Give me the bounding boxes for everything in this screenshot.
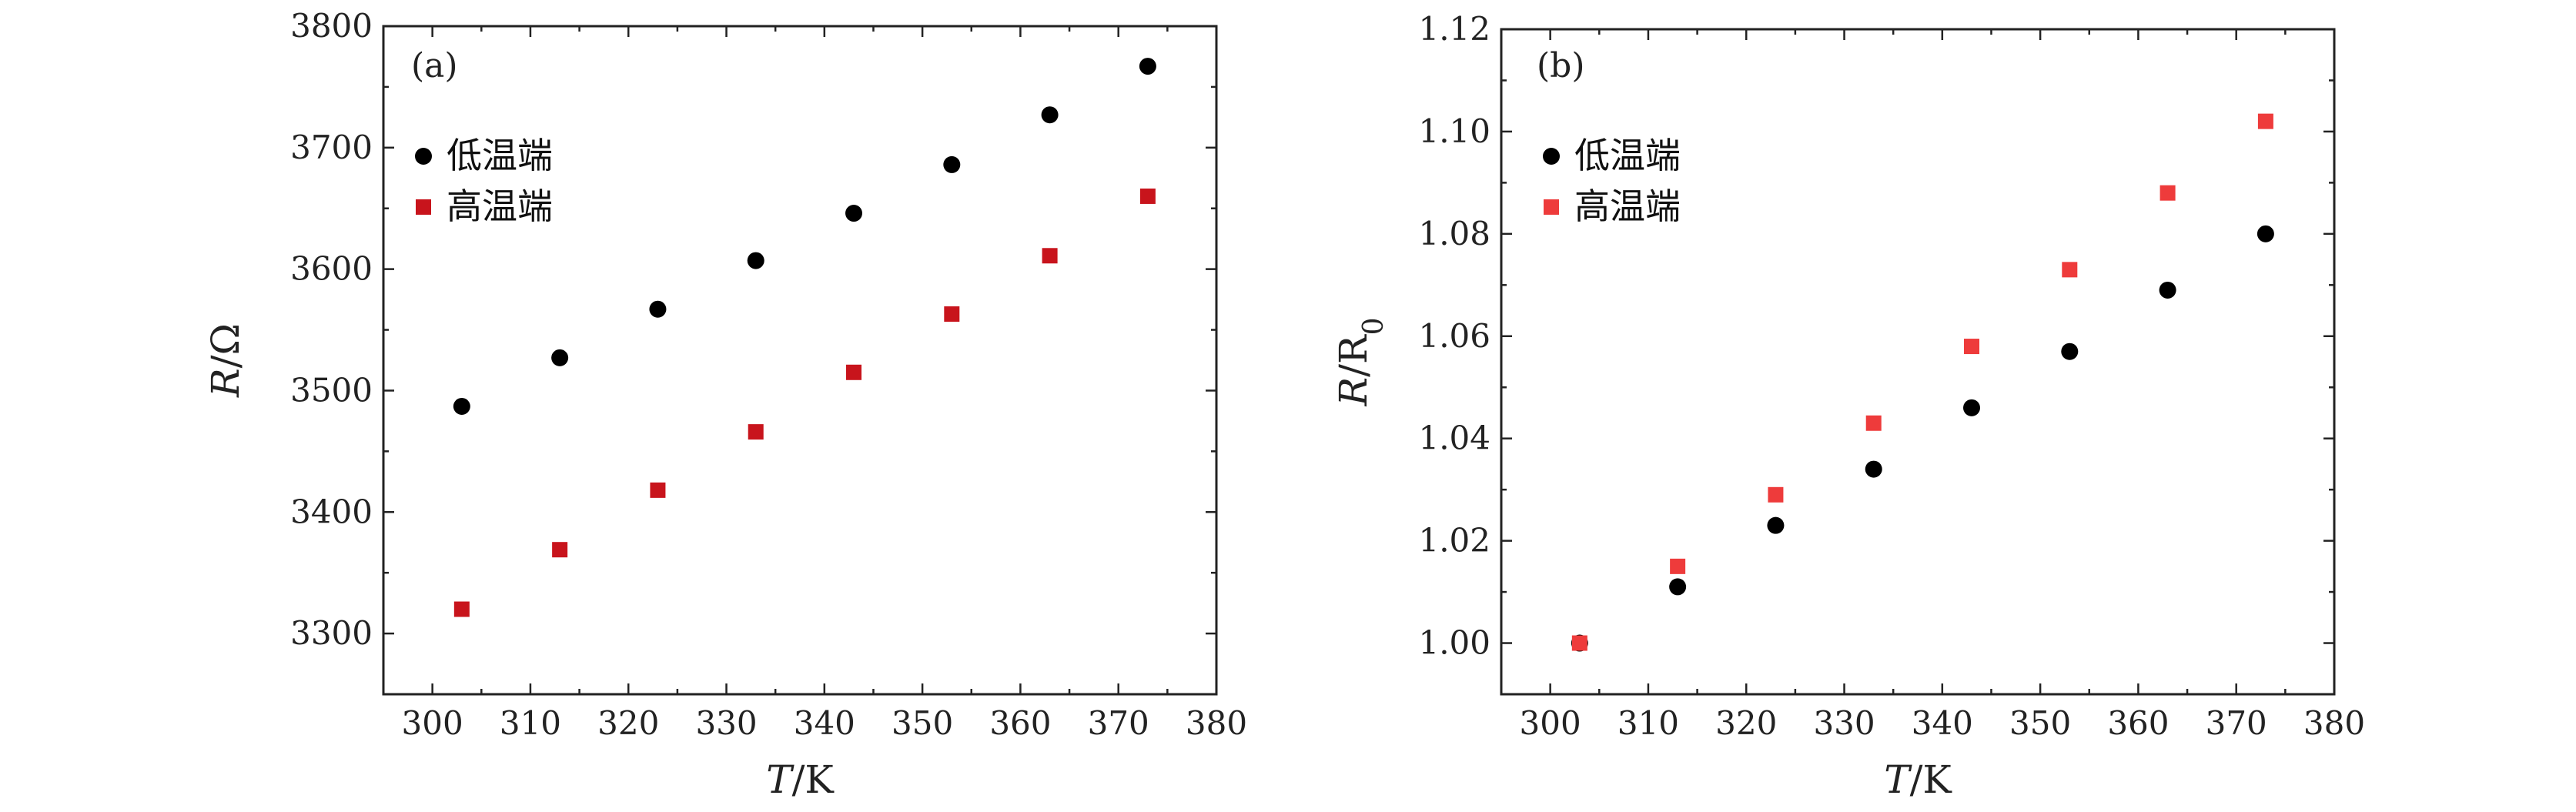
x-tick-label: 380	[2303, 704, 2365, 742]
x-tick-label: 320	[597, 704, 659, 742]
data-point-square	[1571, 635, 1587, 651]
x-tick-label: 300	[402, 704, 463, 742]
data-point-square	[453, 601, 470, 617]
data-point-square	[650, 482, 666, 498]
x-tick-label: 380	[1186, 704, 1247, 742]
x-axis-label: T/K	[1884, 757, 1952, 802]
y-tick-label: 1.08	[1418, 215, 1490, 252]
data-point-circle	[2061, 343, 2079, 360]
y-axis-label-subscript: 0	[1358, 317, 1390, 335]
y-tick-label: 3400	[290, 493, 373, 530]
data-point-square	[846, 364, 862, 380]
y-axis-label-unit: /R	[1331, 334, 1376, 377]
data-point-circle	[1041, 106, 1059, 124]
x-tick-label: 320	[1715, 704, 1777, 742]
data-point-square	[1865, 415, 1882, 431]
y-tick-label: 1.12	[1418, 10, 1490, 48]
x-tick-label: 350	[892, 704, 953, 742]
y-tick-label: 3500	[290, 371, 373, 409]
x-axis-label: T/K	[766, 757, 835, 802]
data-point-circle	[551, 349, 569, 366]
data-point-square	[1139, 188, 1156, 204]
data-point-square	[1964, 339, 1980, 355]
chart-panel-b: 300 310 320 330 340 350 360 370 380 1.00 1.02 1.04 1…	[1331, 10, 2365, 802]
legend-marker-square	[416, 199, 431, 215]
data-point-square	[748, 424, 764, 440]
panel-label: (b)	[1537, 46, 1585, 85]
legend-label: 高温端	[447, 185, 553, 227]
y-axis-label-unit: /Ω	[203, 323, 248, 368]
legend-marker-circle	[415, 148, 432, 165]
data-point-square	[1670, 558, 1686, 574]
data-point-circle	[943, 155, 961, 173]
x-tick-label: 330	[1813, 704, 1875, 742]
y-tick-label: 3800	[290, 7, 373, 45]
y-tick-label: 3700	[290, 129, 373, 166]
x-tick-label: 330	[695, 704, 757, 742]
data-point-circle	[747, 252, 764, 269]
y-tick-label: 1.10	[1418, 112, 1490, 150]
y-axis-label-var: R	[1331, 377, 1376, 407]
y-axis-label: R/Ω	[203, 323, 248, 398]
y-tick-label: 3300	[290, 614, 373, 652]
x-axis-label-unit: /K	[1910, 757, 1953, 802]
y-tick-label: 3600	[290, 250, 373, 288]
x-tick-label: 300	[1520, 704, 1581, 742]
x-axis-label-unit: /K	[792, 757, 835, 802]
x-tick-label: 370	[2206, 704, 2267, 742]
y-tick-label: 1.02	[1418, 522, 1490, 560]
data-point-circle	[845, 205, 863, 222]
y-axis-label-var: R	[203, 368, 248, 398]
data-point-circle	[1865, 460, 1882, 478]
plot-frame	[1500, 28, 2336, 696]
x-tick-label: 310	[500, 704, 561, 742]
data-point-circle	[2257, 225, 2274, 242]
data-point-square	[552, 542, 568, 558]
legend-label: 低温端	[1574, 135, 1681, 176]
data-point-circle	[1669, 578, 1687, 596]
y-tick-label: 1.00	[1418, 624, 1490, 662]
legend-label: 低温端	[447, 135, 553, 176]
x-tick-label: 310	[1618, 704, 1679, 742]
data-point-circle	[1767, 516, 1785, 534]
data-point-circle	[649, 300, 667, 318]
data-point-square	[944, 306, 960, 322]
x-tick-label: 350	[2009, 704, 2071, 742]
legend-marker-circle	[1543, 148, 1560, 165]
data-point-square	[2257, 113, 2273, 129]
x-axis-label-var: T	[1884, 757, 1912, 802]
data-point-square	[1768, 486, 1784, 503]
x-tick-label: 360	[989, 704, 1051, 742]
data-point-square	[2159, 185, 2176, 201]
data-point-circle	[1139, 58, 1156, 75]
x-tick-label: 370	[1088, 704, 1149, 742]
y-tick-label: 1.04	[1418, 419, 1490, 457]
chart-panel-a: 300 310 320 330 340 350 360 370 380 3300 3400 3500 3…	[203, 7, 1247, 802]
legend-label: 高温端	[1574, 185, 1681, 227]
y-tick-label: 1.06	[1418, 317, 1490, 355]
data-point-circle	[2159, 281, 2176, 299]
data-point-square	[2062, 262, 2078, 278]
plot-frame	[382, 25, 1218, 696]
legend-marker-square	[1544, 199, 1559, 215]
data-point-square	[1042, 248, 1058, 264]
panel-label: (a)	[411, 46, 458, 85]
x-axis-label-var: T	[766, 757, 795, 802]
y-axis-label: R/R0	[1331, 317, 1390, 406]
x-tick-label: 340	[794, 704, 855, 742]
data-point-circle	[1963, 399, 1981, 416]
data-point-circle	[453, 397, 470, 415]
x-tick-label: 360	[2107, 704, 2169, 742]
x-tick-label: 340	[1912, 704, 1973, 742]
